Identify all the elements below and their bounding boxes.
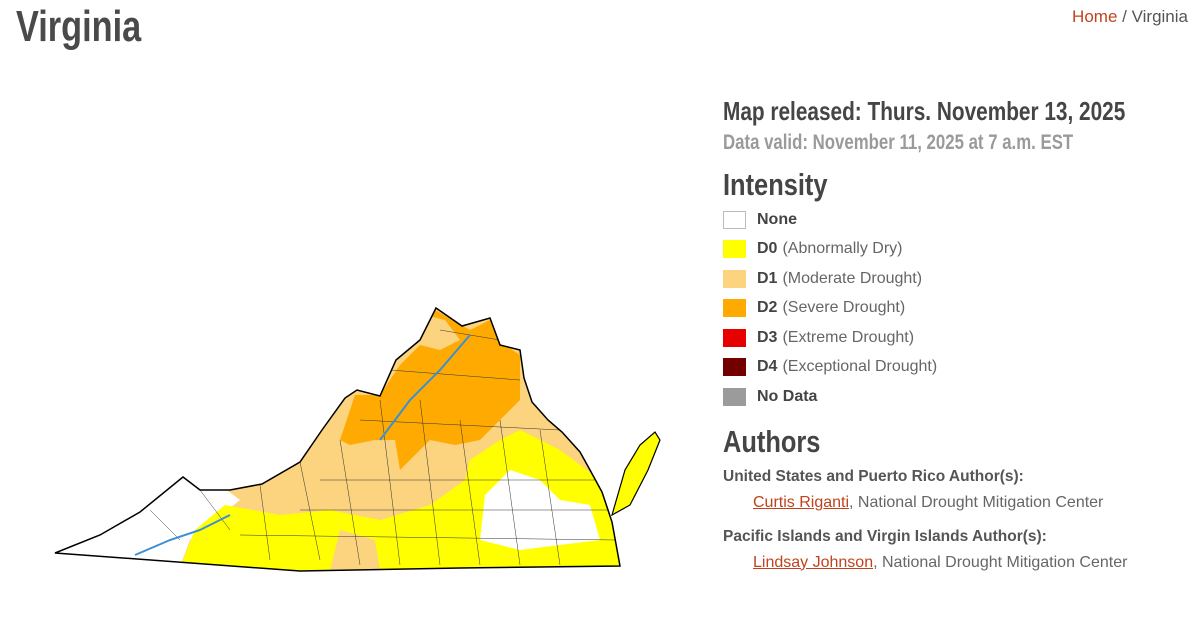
d1-patch <box>420 315 460 350</box>
legend-code: D1 <box>757 269 778 287</box>
legend: None D0 (Abnormally Dry) D1 (Moderate Drough… <box>723 205 1193 412</box>
legend-desc: (Exceptional Drought) <box>782 358 938 376</box>
legend-swatch <box>723 210 746 229</box>
legend-title: Intensity <box>723 167 828 202</box>
none-area-west <box>55 470 240 571</box>
river <box>134 334 471 556</box>
eastern-shore <box>611 431 661 517</box>
legend-desc: (Extreme Drought) <box>782 328 915 346</box>
legend-swatch <box>723 358 746 377</box>
legend-code: No Data <box>757 387 818 405</box>
breadcrumb-home-link[interactable]: Home <box>1072 7 1118 26</box>
legend-swatch <box>723 269 746 288</box>
legend-swatch <box>723 387 746 406</box>
author-group: United States and Puerto Rico Author(s):… <box>723 468 1193 512</box>
d1-patch-south <box>330 530 380 570</box>
legend-item: D4 (Exceptional Drought) <box>723 353 1193 383</box>
legend-desc: (Severe Drought) <box>782 299 906 317</box>
author-link[interactable]: Lindsay Johnson <box>753 553 874 571</box>
drought-map <box>54 306 661 572</box>
author-org: , National Drought Mitigation Center <box>849 493 1104 511</box>
legend-item: D3 (Extreme Drought) <box>723 323 1193 353</box>
breadcrumb: Home / Virginia <box>1072 7 1188 27</box>
legend-item: D0 (Abnormally Dry) <box>723 235 1193 265</box>
legend-code: D4 <box>757 358 778 376</box>
legend-swatch <box>723 299 746 318</box>
legend-swatch <box>723 240 746 259</box>
legend-swatch <box>723 328 746 347</box>
author-group: Pacific Islands and Virgin Islands Autho… <box>723 528 1193 572</box>
legend-code: D2 <box>757 299 778 317</box>
virginia-outline <box>54 306 621 572</box>
legend-item: No Data <box>723 382 1193 412</box>
legend-item: D1 (Moderate Drought) <box>723 264 1193 294</box>
map-released: Map released: Thurs. November 13, 2025 <box>723 96 1126 126</box>
legend-desc: (Abnormally Dry) <box>782 240 903 258</box>
authors-title: Authors <box>723 423 821 459</box>
legend-code: D3 <box>757 328 778 346</box>
page-title: Virginia <box>16 2 142 51</box>
legend-desc: (Moderate Drought) <box>782 269 923 287</box>
county-lines <box>149 329 616 566</box>
author-heading: Pacific Islands and Virgin Islands Autho… <box>723 527 1047 545</box>
author-heading: United States and Puerto Rico Author(s): <box>723 467 1024 485</box>
legend-item: D2 (Severe Drought) <box>723 294 1193 324</box>
breadcrumb-separator: / <box>1122 7 1127 26</box>
legend-code: None <box>757 210 797 228</box>
breadcrumb-current: Virginia <box>1131 7 1188 26</box>
d2-area <box>340 310 520 470</box>
map-info-panel: Map released: Thurs. November 13, 2025 D… <box>723 96 1193 588</box>
data-valid: Data valid: November 11, 2025 at 7 a.m. … <box>723 131 1074 154</box>
legend-item: None <box>723 205 1193 235</box>
author-org: , National Drought Mitigation Center <box>873 553 1128 571</box>
legend-code: D0 <box>757 240 778 258</box>
author-link[interactable]: Curtis Riganti <box>753 493 850 511</box>
